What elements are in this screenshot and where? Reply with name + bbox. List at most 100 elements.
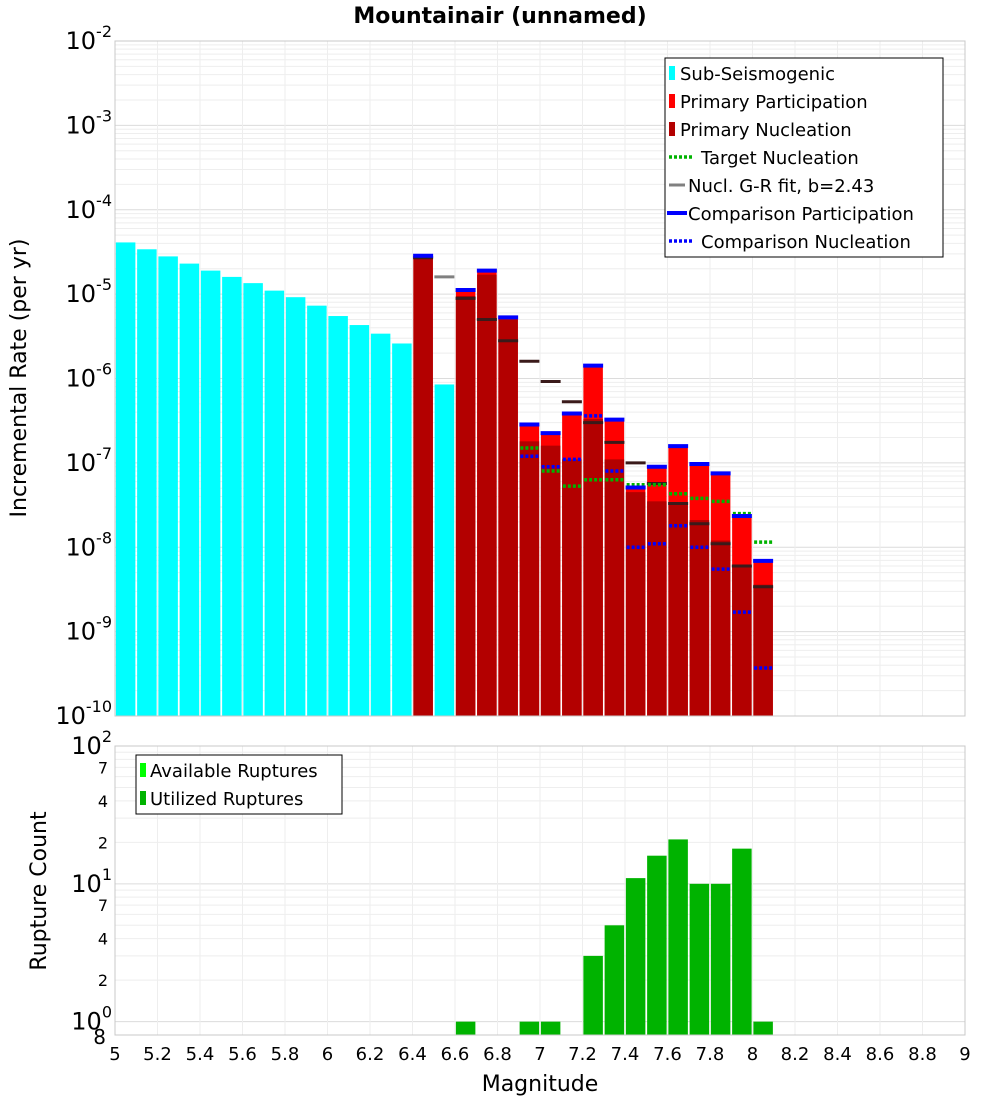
primary-nucleation-bar	[562, 459, 582, 716]
bottom-y-tick-label: 102	[71, 727, 112, 760]
sub-seismogenic-bar	[328, 316, 348, 716]
utilized-ruptures-bar	[668, 839, 688, 1035]
bottom-y-tick-label: 4	[98, 792, 108, 811]
top-markers	[413, 253, 774, 670]
x-tick-label: 8	[747, 1044, 758, 1065]
legend-swatch-available	[140, 763, 146, 777]
top-y-tick-label: 10-3	[66, 106, 113, 139]
x-tick-label: 7.8	[696, 1044, 725, 1065]
top-legend-label: Primary Nucleation	[680, 120, 852, 141]
utilized-ruptures-bar	[732, 848, 752, 1035]
top-legend-label: Target Nucleation	[700, 148, 859, 169]
legend-swatch-primary_participation	[669, 94, 675, 108]
top-y-tick-labels: 10-10 10-9 10-8 10-7 10-6 10-5 10-4 10-3 10-2	[55, 22, 112, 730]
bottom-y-tick-label: 7	[98, 758, 108, 777]
primary-nucleation-bar	[498, 319, 518, 716]
bottom-bars	[455, 839, 773, 1035]
bottom-legend-label: Utilized Ruptures	[150, 789, 303, 810]
primary-nucleation-bar	[413, 257, 433, 716]
bottom-legend-box	[135, 754, 343, 815]
bottom-legend: Available Ruptures Utilized Ruptures	[135, 754, 343, 815]
primary-nucleation-bar	[519, 441, 540, 716]
top-y-tick-label: 10-7	[66, 444, 113, 477]
utilized-ruptures-bar	[455, 1021, 476, 1035]
primary-nucleation-bar	[625, 492, 646, 716]
primary-nucleation-bar	[753, 584, 773, 716]
primary-nucleation-bar	[732, 565, 752, 716]
bottom-y-tick-label: 101	[71, 865, 112, 898]
bottom-y-axis-label: Rupture Count	[27, 811, 52, 971]
x-tick-label: 6.6	[441, 1044, 470, 1065]
sub-seismogenic-bar	[264, 290, 285, 716]
top-legend-box	[664, 57, 944, 258]
sub-seismogenic-bar	[158, 256, 178, 716]
primary-nucleation-bar	[477, 274, 497, 716]
bottom-y-tick-label: 2	[98, 833, 108, 852]
top-legend-label: Sub-Seismogenic	[680, 64, 835, 85]
x-tick-label: 6.8	[483, 1044, 512, 1065]
x-tick-label: 5.8	[271, 1044, 300, 1065]
bottom-legend-label: Available Ruptures	[150, 761, 318, 782]
x-tick-label: 6.4	[398, 1044, 427, 1065]
top-y-axis-label: Incremental Rate (per yr)	[7, 239, 32, 518]
primary-nucleation-bar	[647, 501, 667, 716]
top-y-tick-label: 10-5	[66, 275, 113, 308]
legend-swatch-primary_nucleation	[669, 122, 675, 136]
sub-seismogenic-bar	[179, 263, 200, 716]
sub-seismogenic-bar	[222, 276, 242, 716]
top-bars	[115, 242, 773, 716]
sub-seismogenic-bar	[307, 305, 327, 716]
top-plot-frame	[114, 40, 966, 717]
utilized-ruptures-bar	[604, 925, 625, 1035]
sub-seismogenic-bar	[137, 249, 157, 716]
utilized-ruptures-bar	[583, 955, 603, 1035]
x-tick-label: 7	[534, 1044, 545, 1065]
x-tick-label: 8.8	[908, 1044, 937, 1065]
primary-nucleation-bar	[710, 540, 731, 716]
sub-seismogenic-bar	[243, 283, 263, 716]
top-y-tick-label: 10-4	[66, 191, 113, 224]
top-legend: Sub-Seismogenic Primary Participation Prim…	[664, 57, 944, 258]
bottom-grid	[115, 746, 966, 1035]
top-y-tick-label: 10-8	[66, 528, 113, 561]
utilized-ruptures-bar	[710, 883, 731, 1035]
bottom-plot-frame	[114, 745, 966, 1036]
x-tick-label: 7.4	[611, 1044, 640, 1065]
x-tick-label: 7.2	[568, 1044, 597, 1065]
utilized-ruptures-bar	[753, 1021, 773, 1035]
sub-seismogenic-bar	[200, 270, 221, 716]
utilized-ruptures-bar	[689, 883, 710, 1035]
top-plot: 10-10 10-9 10-8 10-7 10-6 10-5 10-4 10-3 10-2 In…	[7, 22, 966, 730]
primary-nucleation-bar	[604, 459, 625, 716]
legend-swatch-sub_seismogenic	[669, 66, 675, 80]
x-tick-label: 6.2	[356, 1044, 385, 1065]
legend-swatch-utilized	[140, 791, 146, 805]
x-tick-label: 9	[959, 1044, 970, 1065]
top-legend-label: Primary Participation	[680, 92, 868, 113]
bottom-y-tick-label: 2	[98, 971, 108, 990]
sub-seismogenic-bar	[434, 384, 455, 716]
x-tick-label: 5.4	[186, 1044, 215, 1065]
utilized-ruptures-bar	[625, 878, 646, 1035]
utilized-ruptures-bar	[540, 1021, 561, 1035]
x-tick-label: 5.6	[228, 1044, 257, 1065]
top-y-tick-label: 10-9	[66, 613, 113, 646]
bottom-y-tick-label: 100	[71, 1003, 112, 1036]
x-tick-label: 8.2	[781, 1044, 810, 1065]
sub-seismogenic-bar	[370, 333, 391, 716]
x-tick-labels: 5 5.2 5.4 5.6 5.8 6 6.2 6.4 6.6 6.8 7 7.2 7.4 7.6 7.8 8…	[109, 1044, 970, 1065]
primary-nucleation-bar	[540, 445, 561, 716]
x-axis-label: Magnitude	[482, 1072, 599, 1097]
primary-nucleation-bar	[583, 419, 603, 716]
top-y-tick-label: 10-6	[66, 360, 113, 393]
sub-seismogenic-bar	[392, 343, 412, 716]
sub-seismogenic-bar	[349, 325, 370, 716]
primary-nucleation-bar	[668, 502, 688, 716]
utilized-ruptures-bar	[647, 855, 667, 1035]
x-tick-label: 6	[322, 1044, 333, 1065]
x-tick-label: 8.4	[823, 1044, 852, 1065]
top-legend-label: Comparison Nucleation	[701, 232, 911, 253]
